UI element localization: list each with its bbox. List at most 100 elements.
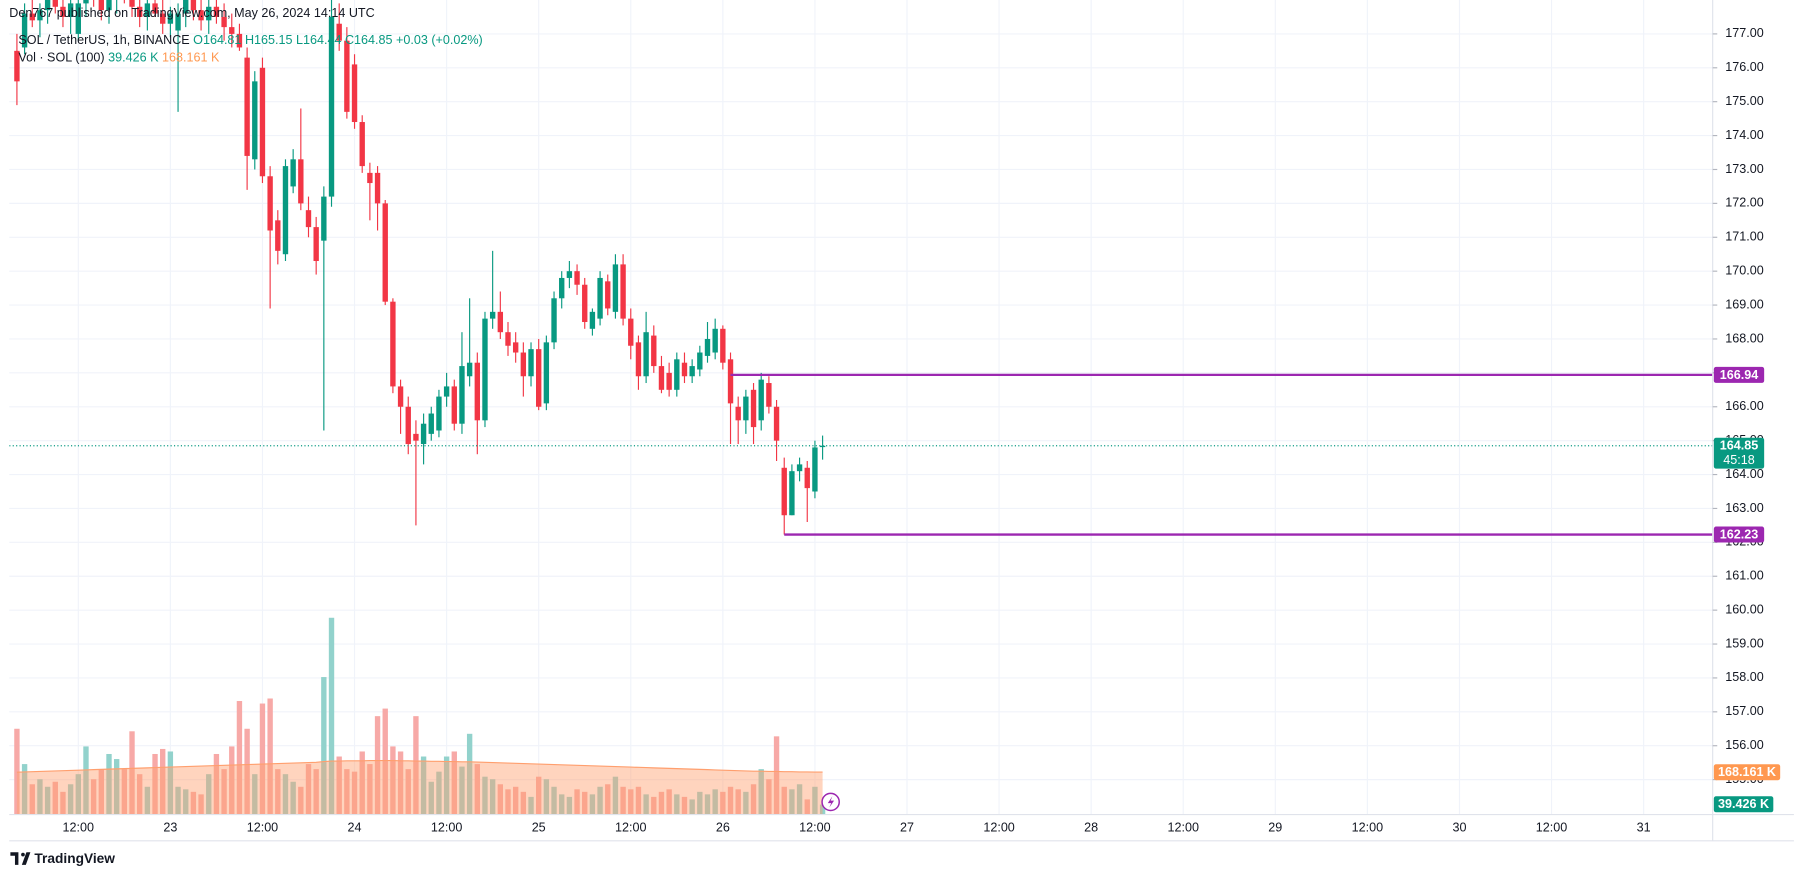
volume-last: 39.426 K xyxy=(108,51,159,65)
candle-body xyxy=(198,10,204,21)
volume-ma-legend: 168.161 K xyxy=(162,51,220,65)
volume-bar xyxy=(351,771,358,815)
volume-bar xyxy=(420,756,427,815)
candle-body xyxy=(152,3,158,14)
volume-bar xyxy=(773,736,780,815)
volume-bar xyxy=(313,769,319,815)
candle-body xyxy=(643,332,649,377)
candle-body xyxy=(658,366,665,390)
candle-body xyxy=(175,13,181,31)
candle-body xyxy=(428,413,434,434)
candle-body xyxy=(743,396,749,421)
candle-body xyxy=(106,0,112,11)
y-tick-label: 158.00 xyxy=(1725,670,1763,684)
x-tick-label: 12:00 xyxy=(431,821,462,835)
volume-bar xyxy=(704,794,711,815)
candle-body xyxy=(789,471,795,516)
volume-bar xyxy=(789,789,795,815)
candle-body xyxy=(313,227,319,262)
candle-body xyxy=(351,64,358,123)
volume-bar xyxy=(328,617,335,815)
volume-bar xyxy=(206,774,212,815)
y-tick-label: 163.00 xyxy=(1725,501,1763,515)
volume-bar xyxy=(620,786,626,815)
volume-bar xyxy=(298,786,304,815)
y-tick-label: 169.00 xyxy=(1725,297,1763,311)
candle-body xyxy=(474,362,480,421)
candle-body xyxy=(290,159,296,187)
volume-title: Vol · SOL (100) xyxy=(18,51,104,65)
candle-body xyxy=(144,3,151,17)
volume-bar xyxy=(121,769,128,815)
candle-body xyxy=(267,176,273,231)
volume-bar xyxy=(497,784,504,815)
candle-body xyxy=(443,386,450,397)
volume-last-box xyxy=(1713,796,1774,813)
volume-bar xyxy=(589,794,596,815)
volume-bar xyxy=(451,751,457,815)
x-tick-label: 12:00 xyxy=(799,821,830,835)
candle-body xyxy=(750,389,757,428)
volume-bar xyxy=(466,733,473,815)
volume-bar xyxy=(382,708,388,815)
x-tick-label: 25 xyxy=(532,821,546,835)
candle-body xyxy=(597,277,603,319)
volume-bar xyxy=(582,791,588,815)
candle-body xyxy=(459,366,465,424)
candle-body xyxy=(397,386,404,407)
volume-bar xyxy=(674,794,680,815)
candle-body xyxy=(482,318,488,421)
candle-body xyxy=(628,318,634,346)
candle-body xyxy=(712,328,718,353)
volume-bar xyxy=(167,751,174,815)
volume-ma-box xyxy=(1713,764,1781,781)
volume-bar xyxy=(190,791,197,815)
candle-body xyxy=(466,362,473,377)
volume-pane xyxy=(14,617,826,815)
grid xyxy=(9,0,1713,815)
candle-body xyxy=(766,383,772,407)
volume-bar xyxy=(727,786,734,815)
candle-body xyxy=(344,40,350,112)
candle-body xyxy=(512,342,519,353)
y-tick-label: 161.00 xyxy=(1725,569,1763,583)
x-tick-label: 12:00 xyxy=(1352,821,1383,835)
candle-body xyxy=(520,352,527,377)
volume-bar xyxy=(681,796,688,815)
volume-bar xyxy=(766,779,772,815)
volume-bar xyxy=(75,774,81,815)
volume-bar xyxy=(543,779,550,815)
ohlc-change: +0.03 (+0.02%) xyxy=(396,34,483,48)
volume-bar xyxy=(113,759,120,815)
candle-body xyxy=(229,27,235,34)
price-pane xyxy=(9,0,1713,536)
volume-bar xyxy=(697,791,703,815)
candle-body xyxy=(137,6,143,17)
volume-bar xyxy=(282,774,289,815)
candle-body xyxy=(259,67,266,177)
y-tick-label: 175.00 xyxy=(1725,94,1763,108)
volume-bar xyxy=(566,796,573,815)
y-tick-label: 157.00 xyxy=(1725,704,1763,718)
candle-body xyxy=(420,423,427,445)
volume-bar xyxy=(743,791,749,815)
volume-bar xyxy=(44,786,51,815)
candle-body xyxy=(252,81,258,160)
candle-body xyxy=(67,3,74,17)
candle-body xyxy=(681,362,688,377)
candle-body xyxy=(244,57,250,156)
y-tick-label: 164.00 xyxy=(1725,467,1763,481)
volume-bar xyxy=(290,781,296,815)
candle-body xyxy=(367,172,373,184)
volume-bar xyxy=(244,728,250,815)
candle-body xyxy=(382,203,388,302)
level-label: 162.23 xyxy=(1720,527,1758,541)
volume-bar xyxy=(321,677,327,815)
candle-body xyxy=(720,328,726,363)
volume-bar xyxy=(413,716,419,815)
candle-body xyxy=(37,10,43,21)
volume-bar xyxy=(183,789,189,815)
volume-bar xyxy=(60,791,66,815)
candle-body xyxy=(213,6,220,17)
